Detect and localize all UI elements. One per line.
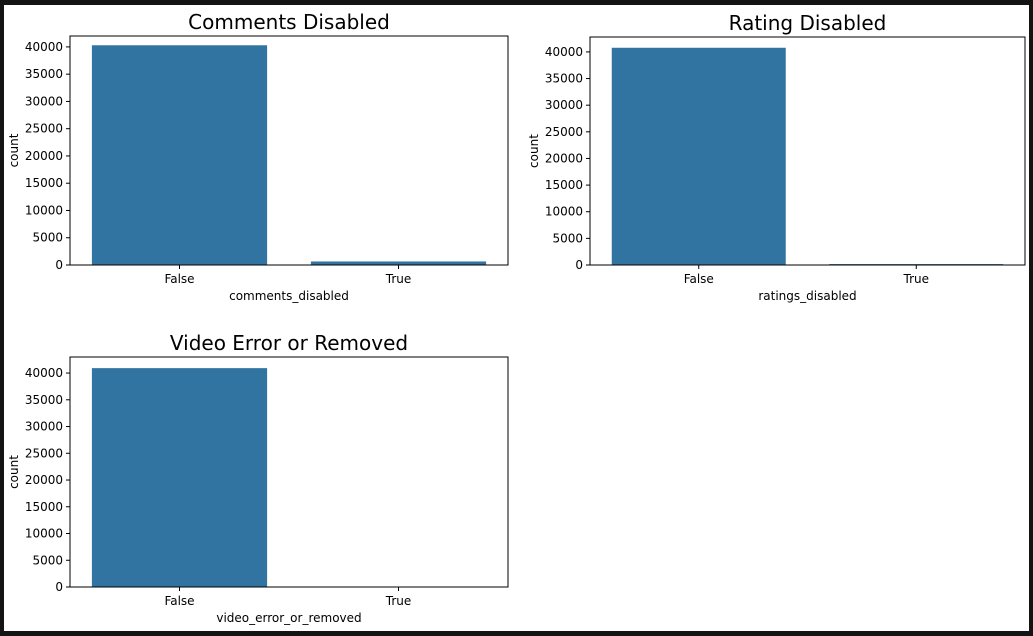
y-tick-label: 5000: [32, 231, 63, 245]
y-tick-label: 5000: [552, 231, 583, 245]
y-tick-label: 10000: [25, 203, 63, 217]
subplot-1: 0 5000 10000 15000 20000 25000 30000 35000 40000…: [7, 10, 509, 303]
x-tick-label: False: [164, 594, 194, 608]
x-tick-label: True: [385, 594, 412, 608]
subplot-title: Comments Disabled: [188, 10, 390, 34]
x-tick-label: False: [164, 272, 194, 286]
subplot-title: Video Error or Removed: [170, 331, 408, 355]
y-tick-label: 25000: [545, 125, 583, 139]
subplot-2: 0 5000 10000 15000 20000 25000 30000 35000 40000…: [527, 11, 1026, 303]
bar-false: [611, 47, 786, 266]
y-tick-label: 30000: [25, 420, 63, 434]
y-axis-label: count: [7, 133, 21, 167]
subplot-3: 0 5000 10000 15000 20000 25000 30000 35000 40000…: [7, 331, 509, 625]
y-axis-label: count: [527, 134, 541, 168]
x-axis-label: comments_disabled: [229, 289, 349, 303]
y-tick-label: 0: [55, 258, 63, 272]
y-tick-label: 40000: [545, 45, 583, 59]
y-tick-label: 0: [575, 258, 583, 272]
y-tick-label: 20000: [545, 151, 583, 165]
y-tick-label: 10000: [25, 527, 63, 541]
y-axis-label: count: [7, 455, 21, 489]
x-tick-label: True: [903, 272, 930, 286]
y-tick-label: 10000: [545, 205, 583, 219]
x-axis-label: video_error_or_removed: [216, 611, 361, 625]
y-tick-label: 20000: [25, 149, 63, 163]
axes-frame: [69, 356, 509, 588]
y-tick-label: 0: [55, 580, 63, 594]
subplot-title: Rating Disabled: [729, 11, 887, 35]
y-tick-label: 40000: [25, 366, 63, 380]
y-tick-label: 15000: [25, 176, 63, 190]
y-tick-label: 35000: [25, 67, 63, 81]
bar-false: [91, 45, 268, 265]
y-tick-label: 25000: [25, 446, 63, 460]
axes-frame: [69, 35, 509, 266]
y-tick-label: 35000: [25, 393, 63, 407]
bar-false: [91, 368, 268, 587]
figure-canvas: 0 5000 10000 15000 20000 25000 30000 35000 40000…: [4, 5, 1029, 631]
x-axis-label: ratings_disabled: [758, 289, 856, 303]
y-tick-label: 30000: [25, 94, 63, 108]
y-tick-label: 15000: [545, 178, 583, 192]
y-tick-label: 40000: [25, 40, 63, 54]
x-tick-label: False: [684, 272, 714, 286]
x-tick-label: True: [385, 272, 412, 286]
bar-true: [310, 261, 487, 265]
y-tick-label: 20000: [25, 473, 63, 487]
y-tick-label: 35000: [545, 72, 583, 86]
y-tick-label: 30000: [545, 98, 583, 112]
subplots-figure: 0 5000 10000 15000 20000 25000 30000 35000 40000…: [7, 10, 1026, 625]
y-tick-label: 25000: [25, 122, 63, 136]
y-tick-label: 15000: [25, 500, 63, 514]
y-tick-label: 5000: [32, 553, 63, 567]
axes-frame: [589, 36, 1026, 266]
